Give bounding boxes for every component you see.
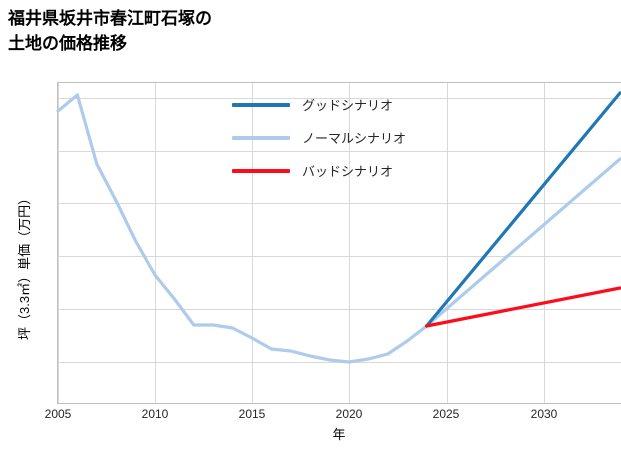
legend-swatch-good xyxy=(232,102,290,107)
legend-label-normal: ノーマルシナリオ xyxy=(302,131,407,146)
gridline-y xyxy=(58,362,621,363)
xtick-2020: 2020 xyxy=(335,407,363,421)
legend-item-normal: ノーマルシナリオ xyxy=(232,121,462,154)
x-axis-label: 年 xyxy=(332,427,346,442)
chart-title: 福井県坂井市春江町石塚の 土地の価格推移 xyxy=(8,9,212,53)
xtick-2010: 2010 xyxy=(141,407,169,421)
chart-legend: グッドシナリオ ノーマルシナリオ バッドシナリオ xyxy=(232,88,462,187)
legend-item-bad: バッドシナリオ xyxy=(232,154,462,187)
xtick-2015: 2015 xyxy=(238,407,266,421)
legend-swatch-bad xyxy=(232,168,290,173)
legend-label-good: グッドシナリオ xyxy=(302,98,394,113)
legend-item-good: グッドシナリオ xyxy=(232,88,462,121)
y-axis-label: 坪（3.3㎡）単価（万円） xyxy=(17,191,32,340)
legend-label-bad: バッドシナリオ xyxy=(302,164,394,179)
gridline-y xyxy=(58,203,621,204)
xtick-2025: 2025 xyxy=(432,407,460,421)
gridline-x xyxy=(544,83,545,403)
xtick-2030: 2030 xyxy=(530,407,558,421)
gridline-x xyxy=(58,83,59,403)
gridline-x xyxy=(155,83,156,403)
gridline-y xyxy=(58,309,621,310)
xtick-2005: 2005 xyxy=(44,407,72,421)
gridline-y xyxy=(58,256,621,257)
legend-swatch-normal xyxy=(232,135,290,140)
